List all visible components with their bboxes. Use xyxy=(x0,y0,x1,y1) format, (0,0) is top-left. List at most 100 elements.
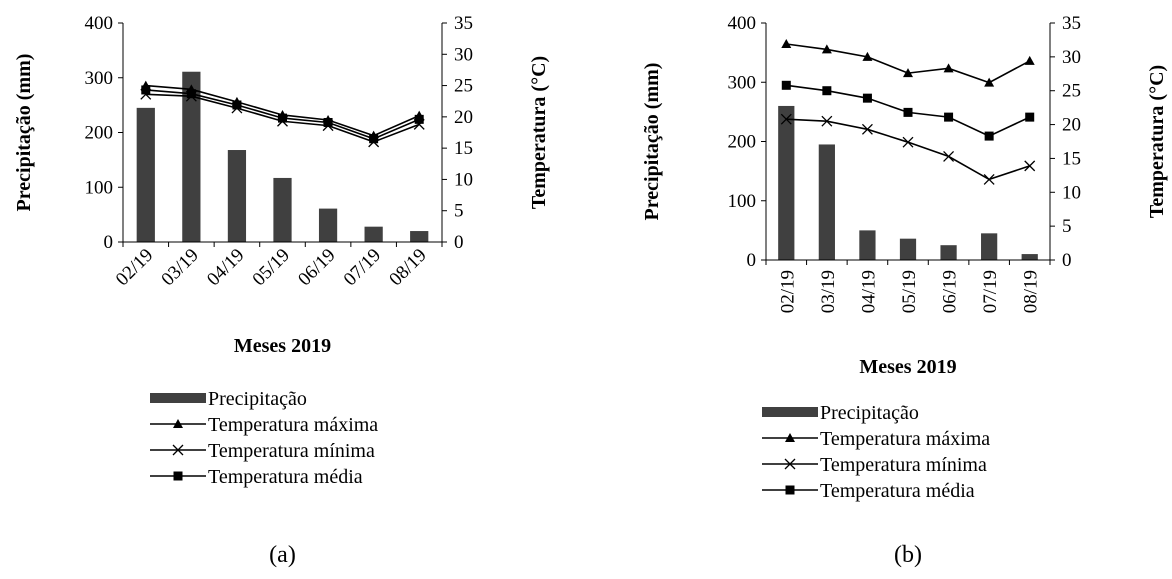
right-tick-label-b: 25 xyxy=(1062,81,1081,102)
right-tick-label-b: 30 xyxy=(1062,47,1081,68)
left-tick-label-b: 0 xyxy=(747,250,757,271)
left-tick-label-b: 400 xyxy=(728,13,757,34)
right-tick-label-b: 0 xyxy=(1062,250,1072,271)
marker-square-b xyxy=(1025,112,1035,122)
bar-b-02-19 xyxy=(778,105,795,260)
marker-triangle-b xyxy=(943,63,954,73)
bar-b-08-19 xyxy=(1021,254,1038,260)
bar-b-05-19 xyxy=(899,238,917,260)
marker-square-a xyxy=(232,100,242,110)
right-tick-label-b: 10 xyxy=(1062,182,1081,203)
legend-swatch-bar-b xyxy=(762,407,818,417)
legend-marker-x-b xyxy=(784,458,796,470)
right-tick-label-a: 20 xyxy=(454,107,473,128)
legend-b: Precipitação Temperatura máxima Temperatur… xyxy=(762,402,990,502)
marker-x-b xyxy=(861,123,873,135)
y2-axis-title-a: Temperatura (°C) xyxy=(528,56,550,209)
right-tick-label-a: 5 xyxy=(454,201,464,222)
panel-label-b: (b) xyxy=(894,542,922,568)
marker-triangle-b xyxy=(862,51,873,61)
legend-marker-x-a xyxy=(172,444,184,456)
legend-marker-triangle-b xyxy=(785,433,795,442)
legend-label-a: Temperatura máxima xyxy=(208,414,378,436)
legend-label-a: Precipitação xyxy=(208,388,307,410)
marker-square-b xyxy=(944,112,954,122)
x-tick-label-a: 03/19 xyxy=(157,245,202,290)
right-tick-label-a: 0 xyxy=(454,232,464,253)
left-tick-label-b: 100 xyxy=(728,191,757,212)
marker-triangle-b xyxy=(1024,55,1035,65)
bar-a-08-19 xyxy=(410,231,429,242)
left-tick-label-b: 300 xyxy=(728,72,757,93)
x-tick-label-b: 08/19 xyxy=(1021,270,1042,313)
marker-triangle-b xyxy=(821,44,832,54)
marker-x-b xyxy=(821,115,833,127)
y-axis-title-a: Precipitação (mm) xyxy=(13,54,35,212)
panel-label-a: (a) xyxy=(269,542,296,568)
marker-square-a xyxy=(186,89,196,99)
marker-triangle-b xyxy=(781,38,792,48)
x-axis-title-b: Meses 2019 xyxy=(859,356,956,378)
legend-a: Precipitação Temperatura máxima Temperatur… xyxy=(150,388,378,488)
legend-label-a: Temperatura média xyxy=(208,466,363,488)
marker-square-a xyxy=(369,134,379,144)
legend-swatch-bar-a xyxy=(150,393,206,403)
chart-panel-a: 0 100 200 300 400 0 5 10 15 20 25 30 35 02/19 03/19 04/… xyxy=(13,13,550,568)
chart-panel-b: 0 100 200 300 400 0 5 10 15 20 25 30 35 02/19 03/19 04/… xyxy=(641,13,1168,568)
legend-label-b: Precipitação xyxy=(820,402,919,424)
bar-b-07-19 xyxy=(981,233,998,260)
right-tick-label-a: 10 xyxy=(454,169,473,190)
marker-square-b xyxy=(781,80,791,90)
x-tick-label-a: 05/19 xyxy=(249,245,294,290)
legend-label-b: Temperatura média xyxy=(820,480,975,502)
x-tick-label-a: 04/19 xyxy=(203,245,248,290)
left-tick-label-b: 200 xyxy=(728,132,757,153)
bar-a-03-19 xyxy=(182,71,201,242)
marker-x-b xyxy=(983,173,995,185)
left-tick-label-a: 400 xyxy=(85,13,114,34)
marker-square-b xyxy=(822,86,832,96)
marker-x-b xyxy=(943,150,955,162)
legend-marker-square-b xyxy=(785,485,795,495)
y-axis-title-b: Precipitação (mm) xyxy=(641,63,663,221)
legend-marker-square-a xyxy=(173,471,183,481)
marker-x-b xyxy=(780,113,792,125)
x-tick-label-b: 05/19 xyxy=(899,270,920,313)
right-tick-label-b: 15 xyxy=(1062,148,1081,169)
x-tick-label-b: 03/19 xyxy=(818,270,839,313)
marker-x-b xyxy=(902,136,914,148)
x-tick-label-b: 07/19 xyxy=(980,270,1001,313)
bar-a-05-19 xyxy=(273,177,292,242)
bar-a-06-19 xyxy=(318,208,338,242)
marker-square-a xyxy=(414,114,424,124)
legend-label-b: Temperatura mínima xyxy=(820,454,987,476)
marker-triangle-b xyxy=(984,77,995,87)
marker-x-b xyxy=(1024,160,1036,172)
legend-label-a: Temperatura mínima xyxy=(208,440,375,462)
marker-triangle-b xyxy=(903,68,913,78)
marker-square-b xyxy=(984,131,994,141)
left-tick-label-a: 200 xyxy=(85,123,114,144)
left-tick-label-a: 300 xyxy=(85,68,114,89)
marker-square-a xyxy=(141,85,151,95)
legend-label-b: Temperatura máxima xyxy=(820,428,990,450)
bar-b-06-19 xyxy=(940,245,957,260)
bar-a-02-19 xyxy=(136,107,155,242)
bar-b-04-19 xyxy=(859,230,876,260)
x-tick-label-b: 04/19 xyxy=(858,270,879,313)
x-tick-label-b: 06/19 xyxy=(940,270,961,313)
marker-square-b xyxy=(903,107,913,117)
bar-b-03-19 xyxy=(818,144,835,260)
marker-square-b xyxy=(862,93,872,103)
bar-a-07-19 xyxy=(364,226,383,242)
marker-square-a xyxy=(323,117,333,127)
bar-a-04-19 xyxy=(227,150,247,242)
right-tick-label-b: 5 xyxy=(1062,216,1072,237)
y2-axis-title-b: Temperatura (°C) xyxy=(1146,65,1168,218)
x-tick-label-a: 08/19 xyxy=(385,245,430,290)
x-tick-label-a: 02/19 xyxy=(112,245,157,290)
x-tick-label-a: 06/19 xyxy=(294,245,339,290)
x-tick-label-b: 02/19 xyxy=(777,270,798,313)
marker-square-a xyxy=(278,113,287,123)
